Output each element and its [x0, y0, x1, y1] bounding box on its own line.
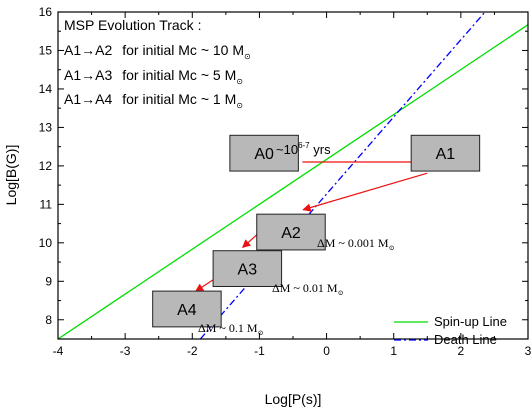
- time-label-base: ~10: [276, 142, 298, 157]
- state-box-a2: A2: [257, 214, 325, 250]
- track-line-1: A1→A2 for initial Mc ~ 10 M⊙: [64, 42, 251, 61]
- x-tick-label: -1: [254, 344, 265, 358]
- evolution-title: MSP Evolution Track :: [64, 17, 201, 33]
- track-text-3: for initial Mc ~ 1 M: [122, 91, 236, 107]
- box-layer: A0 A1 A2 A3 A4: [153, 135, 480, 327]
- track-path-2: A1→A3: [64, 67, 112, 83]
- legend-label-spin-up: Spin-up Line: [434, 314, 507, 329]
- evolution-arrow: [303, 173, 427, 210]
- x-tick-label: 1: [390, 344, 397, 358]
- state-box-label: A4: [177, 302, 197, 319]
- time-label: ~106-7 yrs: [276, 141, 331, 157]
- legend: Spin-up Line Death Line: [394, 314, 507, 347]
- y-tick-label: 9: [45, 274, 52, 288]
- evolution-annotation: MSP Evolution Track : A1→A2 for initial M…: [64, 17, 251, 110]
- track-sub-3: ⊙: [236, 101, 243, 110]
- track-path-3: A1→A4: [64, 91, 112, 107]
- state-box-a1: A1: [411, 135, 479, 171]
- track-text-1: for initial Mc ~ 10 M: [122, 42, 244, 58]
- state-box-label: A3: [238, 262, 258, 279]
- x-axis-title: Log[P(s)]: [265, 391, 322, 407]
- y-tick-label: 16: [39, 5, 53, 19]
- x-tick-label: 0: [323, 344, 330, 358]
- legend-label-death: Death Line: [434, 332, 497, 347]
- mass-label-a2: ΔM ~ 0.001 M⊙: [317, 236, 395, 252]
- track-sub-2: ⊙: [236, 77, 243, 86]
- state-box-label: A1: [436, 146, 456, 163]
- y-tick-label: 15: [39, 43, 53, 57]
- track-line-3: A1→A4 for initial Mc ~ 1 M⊙: [64, 91, 243, 110]
- x-tick-label: 3: [525, 344, 531, 358]
- y-tick-label: 13: [39, 120, 53, 134]
- y-tick-label: 8: [45, 313, 52, 327]
- mass-label-a3: ΔM ~ 0.01 M⊙: [272, 281, 344, 297]
- y-tick-label: 10: [39, 236, 53, 250]
- x-tick-label: -4: [53, 344, 64, 358]
- time-label-sup: 6-7: [298, 141, 310, 150]
- y-tick-label: 12: [39, 159, 53, 173]
- y-tick-label: 14: [39, 82, 53, 96]
- track-sub-1: ⊙: [244, 52, 251, 61]
- state-box-label: A2: [281, 225, 301, 242]
- y-tick-label: 11: [40, 197, 53, 211]
- x-tick-label: -2: [187, 344, 198, 358]
- evolution-arrow: [196, 279, 214, 291]
- y-axis-title: Log[B(G)]: [3, 145, 19, 206]
- x-tick-label: -3: [120, 344, 131, 358]
- track-path-1: A1→A2: [64, 42, 112, 58]
- state-box-label: A0: [254, 146, 274, 163]
- time-label-suffix: yrs: [310, 142, 331, 157]
- track-line-2: A1→A3 for initial Mc ~ 5 M⊙: [64, 67, 243, 86]
- track-text-2: for initial Mc ~ 5 M: [122, 67, 236, 83]
- mass-label-a4: ΔM ~ 0.1 M⊙: [198, 321, 264, 337]
